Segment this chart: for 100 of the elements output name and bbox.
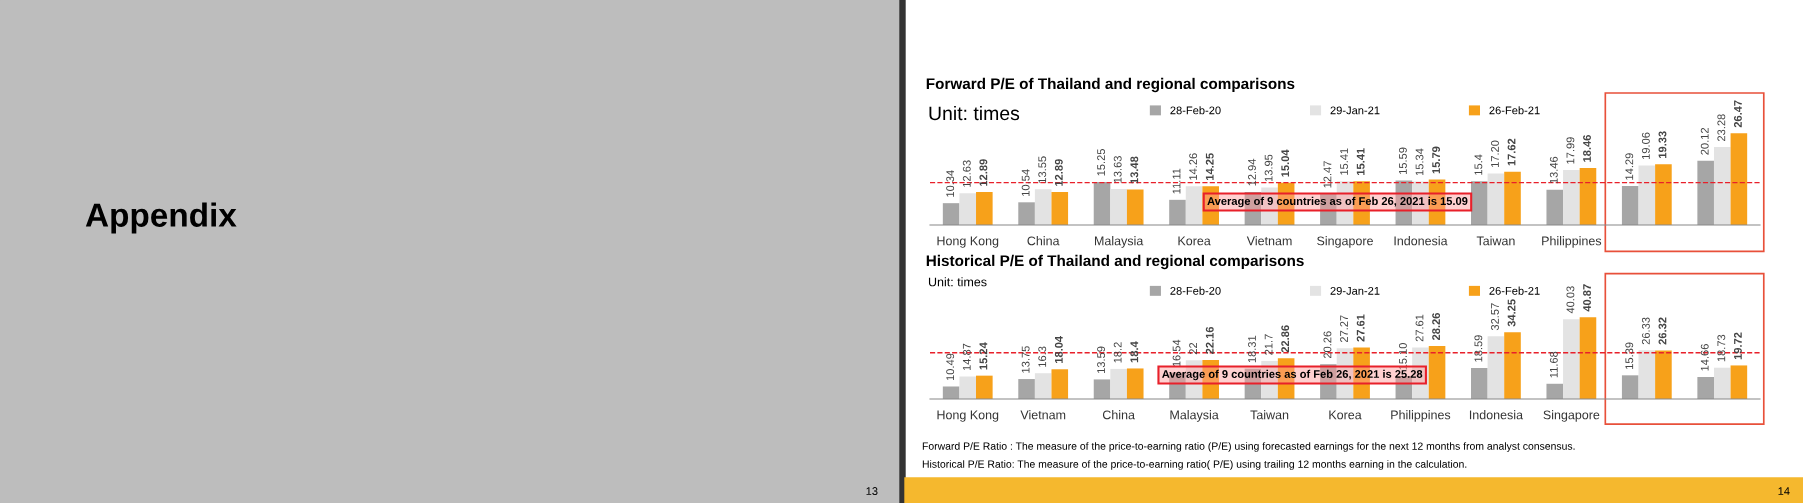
data-label: 17.20 [1491, 140, 1499, 168]
legend-label: 28-Feb-20 [1170, 106, 1221, 115]
data-label: 18.31 [1248, 335, 1256, 363]
data-label: 12.94 [1248, 158, 1256, 186]
data-label: 28.26 [1432, 313, 1441, 341]
data-label: 15.4 [1474, 154, 1483, 175]
annotation: Unit: times [928, 277, 987, 287]
data-label: 23.28 [1717, 114, 1726, 141]
data-label: 15.41 [1340, 148, 1348, 175]
data-label: 40.87 [1583, 284, 1591, 312]
x-tick-label: Taiwan [1250, 410, 1289, 420]
data-label: 13.75 [1021, 346, 1030, 373]
ref-line-label: Average of 9 countries as of Feb 26, 2021 is 25.28 [1162, 369, 1423, 381]
data-label: 27.27 [1340, 315, 1348, 343]
data-label: 21.7 [1264, 334, 1273, 355]
chart-title: Historical P/E of Thailand and regional comparisons [926, 254, 1304, 270]
data-label: 19.06 [1641, 132, 1650, 159]
data-label: 40.03 [1566, 286, 1575, 314]
x-tick-label: Singapore [1543, 410, 1600, 422]
data-label: 26.33 [1641, 317, 1650, 345]
x-tick-label: Malaysia [1170, 410, 1219, 422]
text: 14 [1778, 487, 1790, 495]
data-label: 20.12 [1700, 128, 1709, 155]
text: Historical P/E Ratio: The measure of the price-to-earning ratio( P/E) using trailing 12 months earning in the calculation. [922, 460, 1467, 470]
data-label: 16.54 [1172, 339, 1181, 367]
data-label: 18.4 [1130, 341, 1139, 363]
data-label: 12.63 [962, 160, 971, 187]
ref-line-label: Average of 9 countries as of Feb 26, 2021 is 15.09 [1207, 196, 1468, 208]
data-label: 14.66 [1700, 344, 1709, 371]
x-tick-label: China [1102, 410, 1135, 420]
data-label: 13.95 [1264, 154, 1273, 182]
data-label: 32.57 [1491, 303, 1499, 331]
data-label: 15.34 [1415, 148, 1424, 176]
data-label: 22.16 [1205, 326, 1214, 354]
x-tick-label: Philippines [1391, 410, 1451, 422]
x-tick-label: Korea [1178, 236, 1211, 246]
data-label: 34.25 [1507, 299, 1516, 327]
x-tick-label: Philippines [1542, 236, 1602, 248]
x-tick-label: Hong Kong [937, 236, 999, 248]
x-tick-label: Taiwan [1476, 236, 1515, 246]
data-label: 18.59 [1474, 335, 1483, 362]
legend-label: 26-Feb-21 [1489, 286, 1540, 295]
data-label: 15.59 [1398, 147, 1407, 175]
data-label: 17.62 [1507, 138, 1516, 166]
data-label: 10.54 [1021, 169, 1030, 196]
data-label: 14.26 [1189, 153, 1198, 180]
data-label: 27.61 [1415, 314, 1424, 342]
data-label: 11.68 [1549, 351, 1558, 378]
legend-label: 26-Feb-21 [1489, 106, 1540, 115]
data-label: 26.47 [1733, 100, 1742, 128]
data-label: 22.86 [1281, 325, 1290, 353]
data-label: 11.11 [1172, 168, 1181, 194]
data-label: 13.63 [1113, 156, 1122, 183]
data-label: 19.72 [1733, 332, 1742, 360]
data-label: 13.48 [1130, 156, 1139, 184]
data-label: 14.29 [1625, 153, 1634, 180]
data-label: 16.3 [1038, 346, 1047, 367]
data-label: 17.99 [1566, 137, 1575, 164]
text: 13 [866, 487, 878, 495]
data-label: 15.79 [1432, 146, 1441, 174]
legend-label: 29-Jan-21 [1330, 106, 1380, 115]
x-tick-label: China [1027, 236, 1060, 246]
data-label: 20.26 [1323, 331, 1332, 359]
data-label: 13.46 [1549, 156, 1558, 184]
data-label: 18.73 [1717, 334, 1726, 362]
x-tick-label: Vietnam [1020, 410, 1066, 420]
text: Appendix [85, 202, 237, 234]
data-label: 18.2 [1113, 342, 1122, 363]
chart-title: Forward P/E of Thailand and regional comparisons [926, 77, 1295, 93]
x-tick-label: Indonesia [1469, 410, 1524, 420]
data-label: 15.24 [979, 342, 988, 370]
x-tick-label: Indonesia [1394, 236, 1448, 246]
x-tick-label: Vietnam [1246, 236, 1292, 246]
data-label: 15.41 [1356, 148, 1365, 175]
data-label: 22 [1189, 342, 1197, 355]
data-label: 18.04 [1054, 335, 1063, 364]
data-label: 14.25 [1205, 153, 1214, 180]
text: Forward P/E Ratio : The measure of the price-to-earning ratio (P/E) using forecasted earnings for the next 12 months from analyst consensus. [922, 442, 1575, 452]
data-label: 27.61 [1356, 314, 1365, 342]
data-label: 15.04 [1281, 149, 1290, 177]
legend-label: 28-Feb-20 [1170, 286, 1221, 295]
data-label: 26.32 [1658, 317, 1667, 345]
data-label: 15.10 [1398, 343, 1407, 370]
data-label: 15.39 [1625, 342, 1634, 369]
data-label: 14.87 [962, 343, 971, 371]
data-label: 10.34 [946, 170, 955, 197]
x-tick-label: Malaysia [1095, 236, 1144, 248]
x-tick-label: Singapore [1317, 236, 1373, 248]
data-label: 15.25 [1097, 149, 1106, 176]
data-label: 13.59 [1097, 346, 1106, 374]
annotation: Unit: times [929, 105, 1020, 121]
data-label: 19.33 [1658, 131, 1667, 158]
x-tick-label: Hong Kong [937, 410, 999, 422]
legend-label: 29-Jan-21 [1330, 286, 1380, 295]
data-label: 18.46 [1583, 135, 1591, 162]
x-tick-label: Korea [1329, 410, 1362, 420]
data-label: 12.47 [1323, 161, 1332, 188]
data-label: 12.89 [1054, 159, 1063, 186]
data-label: 12.89 [979, 159, 988, 186]
data-label: 10.49 [946, 353, 955, 381]
